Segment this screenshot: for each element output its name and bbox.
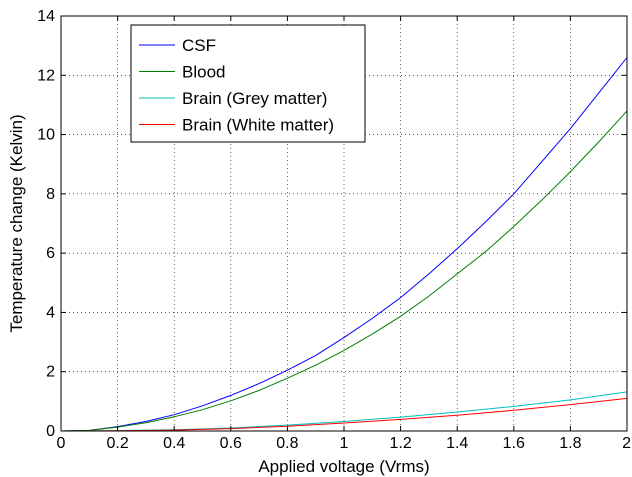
legend-label-brain-white-matter: Brain (White matter) — [182, 116, 334, 135]
series-line-blood — [60, 110, 628, 432]
x-tick-label: 1.8 — [559, 435, 581, 452]
x-tick-label: 1 — [340, 435, 349, 452]
y-tick-label: 0 — [46, 423, 55, 440]
x-tick-label: 0 — [57, 435, 66, 452]
y-tick-label: 2 — [46, 364, 55, 381]
series-line-brain-white-matter — [60, 397, 628, 432]
y-tick-label: 10 — [37, 127, 55, 144]
y-tick-label: 12 — [37, 67, 55, 84]
legend-label-blood: Blood — [182, 63, 225, 82]
x-tick-label: 1.4 — [446, 435, 468, 452]
x-tick-label: 2 — [622, 435, 631, 452]
legend-label-brain-grey-matter: Brain (Grey matter) — [182, 89, 327, 108]
series-lines — [60, 57, 628, 432]
x-tick-label: 0.2 — [106, 435, 128, 452]
axis-ticks: 0 0.2 0.4 0.6 0.8 1 1.2 1.4 1.6 1.8 2 0 2 4 6 8 10 12 14 — [37, 8, 631, 452]
y-tick-label: 14 — [37, 8, 55, 25]
x-tick-label: 0.8 — [276, 435, 298, 452]
y-tick-label: 8 — [46, 186, 55, 203]
x-tick-label: 0.6 — [220, 435, 242, 452]
x-tick-label: 1.6 — [503, 435, 525, 452]
legend: CSF Blood Brain (Grey matter) Brain (White … — [130, 24, 366, 143]
legend-label-csf: CSF — [182, 36, 216, 55]
y-axis-label: Temperature change (Kelvin) — [7, 114, 26, 332]
y-tick-label: 4 — [46, 304, 55, 321]
x-axis-label: Applied voltage (Vrms) — [258, 457, 429, 476]
x-tick-label: 0.4 — [163, 435, 185, 452]
x-tick-label: 1.2 — [389, 435, 411, 452]
y-tick-label: 6 — [46, 245, 55, 262]
series-line-csf — [60, 57, 628, 432]
